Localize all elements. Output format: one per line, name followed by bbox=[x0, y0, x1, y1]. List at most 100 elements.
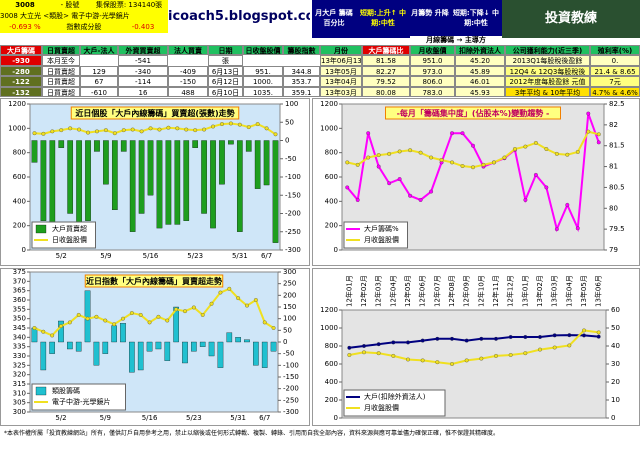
marker bbox=[147, 320, 152, 325]
marker bbox=[450, 336, 454, 341]
x-tick-label: 5/31 bbox=[232, 252, 248, 260]
marker bbox=[582, 328, 586, 333]
y-tick-label: 400 bbox=[325, 378, 338, 386]
bar bbox=[217, 341, 224, 368]
table-cell: 4.7% & 4.6% bbox=[590, 86, 640, 97]
y-tick-label: 0 bbox=[22, 246, 26, 254]
y2-tick-label: -300 bbox=[283, 408, 299, 416]
y2-tick-label: -100 bbox=[283, 361, 299, 369]
bar bbox=[120, 140, 127, 152]
x-tick-label: 13年01月 bbox=[520, 275, 529, 307]
column-header: 日買賣超 bbox=[42, 45, 80, 55]
bar bbox=[164, 341, 171, 361]
marker bbox=[508, 353, 513, 357]
table-cell: 344.8 bbox=[283, 65, 320, 76]
y-tick-label: 600 bbox=[325, 173, 338, 181]
bar bbox=[199, 341, 206, 347]
marker bbox=[408, 148, 413, 153]
bar bbox=[191, 341, 197, 352]
marker bbox=[596, 330, 601, 335]
marker bbox=[138, 312, 143, 317]
y-tick-label: 1000 bbox=[320, 124, 338, 132]
bar bbox=[182, 341, 188, 364]
marker bbox=[408, 193, 413, 198]
y-tick-label: 330 bbox=[13, 352, 26, 360]
y2-tick-label: 0 bbox=[283, 338, 287, 346]
marker bbox=[512, 147, 517, 151]
bar bbox=[103, 140, 109, 185]
y-tick-label: 0 bbox=[334, 414, 338, 422]
marker bbox=[376, 342, 381, 347]
footer: *本表作權所屬「投資教練網站」所有，僅供訂戶自用參考之用，禁止以縮後或任何形式轉… bbox=[4, 430, 500, 437]
marker bbox=[200, 312, 205, 317]
table-cell: 973.0 bbox=[410, 65, 455, 76]
marker bbox=[362, 350, 366, 355]
table-cell: -409 bbox=[168, 65, 208, 76]
marker bbox=[345, 185, 350, 190]
main-force: 月線籌碼 → 主導方 bbox=[426, 36, 486, 44]
chart-title: 近日指數「大戶內線籌碼」買賣超走勢 bbox=[86, 276, 222, 286]
y-tick-label: 1000 bbox=[320, 324, 338, 332]
y-tick-label: 370 bbox=[13, 277, 26, 285]
x-tick-label: 12年06月 bbox=[418, 275, 427, 307]
y-tick-label: 310 bbox=[13, 389, 26, 397]
table-cell: 16 bbox=[118, 86, 168, 97]
marker bbox=[397, 149, 402, 154]
marker bbox=[575, 226, 580, 231]
x-tick-label: 6/7 bbox=[261, 252, 272, 260]
bar bbox=[94, 140, 100, 152]
marker bbox=[77, 127, 82, 132]
y-tick-label: 340 bbox=[13, 333, 26, 341]
x-tick-label: 6/7 bbox=[259, 414, 270, 422]
table-cell: 張 bbox=[208, 55, 243, 66]
column-header: 籌股指數 bbox=[283, 45, 320, 55]
bar bbox=[137, 341, 144, 371]
x-tick-label: 12年11月 bbox=[491, 275, 500, 307]
y-tick-label: 315 bbox=[13, 380, 26, 388]
bar bbox=[253, 341, 259, 366]
marker bbox=[366, 155, 371, 160]
y2-tick-label: -250 bbox=[285, 228, 301, 236]
marker bbox=[391, 353, 396, 358]
marker bbox=[85, 316, 90, 321]
y-tick-label: 200 bbox=[13, 222, 26, 230]
marker bbox=[450, 362, 454, 366]
x-tick-label: 12年09月 bbox=[462, 275, 471, 307]
marker bbox=[103, 128, 108, 133]
bar bbox=[146, 341, 153, 352]
column-header: 大戶-法人 bbox=[80, 45, 118, 55]
x-tick-label: 12年05月 bbox=[403, 275, 412, 307]
marker bbox=[420, 358, 425, 363]
y2-tick-label: -200 bbox=[285, 210, 301, 218]
chart: 0 200 400 600 800 1000 1200 100 50 0 -50 -100 -150 -2… bbox=[0, 98, 310, 266]
marker bbox=[479, 336, 484, 341]
y-tick-label: 355 bbox=[13, 305, 26, 313]
y2-tick-label: 0 bbox=[611, 414, 615, 422]
marker bbox=[362, 344, 366, 348]
table-cell: 81.58 bbox=[362, 55, 410, 66]
marker bbox=[567, 343, 572, 348]
y-tick-label: 600 bbox=[13, 173, 26, 181]
y2-tick-label: -300 bbox=[285, 246, 301, 254]
marker bbox=[174, 307, 179, 312]
bar bbox=[183, 140, 190, 221]
y2-tick-label: -250 bbox=[283, 396, 299, 404]
site: icoach5.blogspot.com bbox=[168, 9, 310, 24]
chart: 0 200 400 600 800 1000 1200 79 79.5 80 80.5 81 81.5 8… bbox=[312, 98, 640, 266]
line bbox=[34, 287, 275, 337]
marker bbox=[183, 309, 187, 314]
marker bbox=[156, 314, 161, 319]
legend-label: 日收盤股價 bbox=[52, 235, 87, 244]
column-header: 日期 bbox=[208, 45, 243, 55]
legend-label: 電子中游-光學鏡片 bbox=[52, 397, 111, 406]
marker bbox=[175, 126, 180, 131]
table-cell: 日買賣超 bbox=[42, 76, 80, 87]
bar bbox=[49, 140, 56, 229]
y2-tick-label: 81 bbox=[609, 163, 618, 171]
index-value: -0.403 bbox=[118, 22, 168, 33]
table-cell: 951.0 bbox=[410, 55, 455, 66]
legend-label: 類股籌碼 bbox=[52, 386, 80, 395]
bar bbox=[102, 341, 109, 354]
y2-tick-label: 80 bbox=[609, 204, 618, 212]
marker bbox=[218, 290, 223, 295]
